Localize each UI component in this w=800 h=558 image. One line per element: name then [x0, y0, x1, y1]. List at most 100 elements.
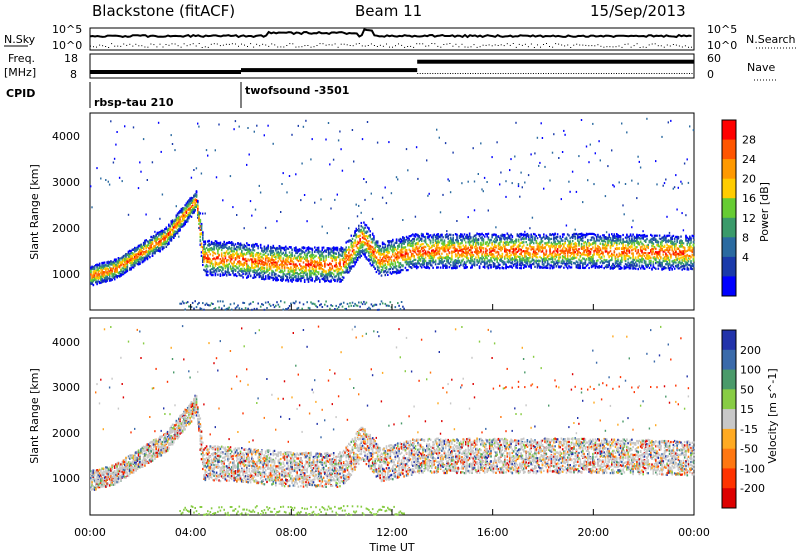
echo-cell — [397, 302, 399, 304]
echo-cell — [276, 220, 277, 222]
echo-cell — [434, 244, 436, 246]
echo-cell — [200, 219, 202, 221]
echo-cell — [94, 267, 96, 269]
echo-cell — [388, 141, 389, 143]
cpid-segment-2: twofsound -3501 — [245, 84, 349, 97]
nsearch-dot — [455, 44, 456, 45]
nsearch-dot — [304, 45, 305, 46]
freq-tick-bottom: 8 — [70, 68, 77, 81]
echo-cell — [116, 269, 118, 271]
echo-cell — [152, 161, 153, 163]
echo-cell — [322, 265, 324, 267]
nsearch-dot — [202, 47, 203, 48]
nsky-trace — [90, 30, 692, 49]
nsearch-dot — [567, 45, 568, 46]
echo-cell — [215, 149, 216, 151]
echo-cell — [420, 260, 422, 262]
echo-cell — [176, 205, 177, 207]
echo-cell — [266, 267, 268, 269]
echo-cell — [215, 274, 217, 276]
echo-cell — [295, 173, 296, 175]
echo-cell — [396, 241, 398, 243]
nsearch-dot — [643, 47, 644, 48]
echo-cell — [345, 246, 347, 248]
echo-cell — [412, 233, 413, 235]
echo-cell — [194, 209, 196, 211]
nsearch-dot — [519, 44, 520, 45]
nsearch-dot — [262, 44, 263, 45]
echo-cell — [337, 265, 339, 267]
nsearch-dot — [386, 44, 387, 45]
echo-cell — [473, 244, 475, 246]
nsearch-dot — [631, 47, 632, 48]
echo-cell — [159, 248, 161, 250]
echo-cell — [196, 196, 198, 198]
echo-cell — [352, 302, 354, 304]
echo-cell — [310, 275, 312, 277]
echo-cell — [312, 280, 314, 282]
echo-cell — [192, 302, 194, 304]
echo-cell — [104, 262, 106, 264]
echo-cell — [333, 273, 335, 275]
nave-dot — [596, 73, 597, 74]
echo-cell — [256, 308, 258, 310]
nsearch-dot — [591, 45, 592, 46]
echo-cell — [247, 308, 249, 310]
echo-cell — [382, 197, 383, 199]
echo-cell — [379, 257, 381, 259]
nsearch-dot — [495, 44, 496, 45]
echo-cell — [317, 306, 319, 308]
echo-cell — [210, 304, 212, 306]
echo-cell — [152, 255, 154, 257]
echo-cell — [303, 303, 305, 305]
echo-cell — [478, 255, 480, 257]
echo-cell — [147, 257, 149, 259]
echo-cell — [266, 250, 268, 252]
echo-cell — [397, 178, 398, 180]
nave-dot — [465, 73, 466, 74]
echo-cell — [249, 244, 251, 246]
echo-cell — [278, 260, 280, 262]
echo-cell — [252, 252, 254, 254]
echo-cell — [425, 246, 427, 248]
echo-cell — [418, 235, 420, 237]
nsearch-dot — [286, 45, 287, 46]
echo-cell — [254, 308, 256, 310]
nsearch-dot — [217, 44, 218, 45]
echo-cell — [201, 227, 203, 229]
echo-cell — [196, 306, 198, 308]
nsearch-dot — [141, 45, 142, 46]
echo-cell — [119, 177, 120, 179]
nsearch-dot — [637, 43, 638, 44]
echo-cell — [228, 307, 230, 309]
nsearch-dot — [465, 47, 466, 48]
nsearch-dot — [298, 46, 299, 47]
nsearch-dot — [271, 43, 272, 44]
echo-cell — [405, 246, 407, 248]
nsearch-dot — [244, 45, 245, 46]
echo-cell — [320, 262, 322, 264]
echo-cell — [473, 147, 474, 149]
echo-cell — [261, 247, 263, 249]
echo-cell — [163, 246, 165, 248]
nave-dot — [608, 73, 609, 74]
nsearch-dot — [658, 45, 659, 46]
echo-cell — [357, 259, 359, 261]
echo-cell — [385, 187, 386, 189]
echo-cell — [320, 303, 322, 305]
nave-dot — [616, 73, 617, 74]
nave-dot — [681, 73, 682, 74]
echo-cell — [385, 264, 387, 266]
echo-cell — [265, 275, 267, 277]
echo-cell — [174, 235, 176, 237]
nave-dot — [548, 73, 549, 74]
echo-cell — [470, 262, 472, 264]
echo-cell — [280, 211, 281, 213]
echo-cell — [417, 243, 419, 245]
echo-cell — [139, 261, 141, 263]
echo-cell — [152, 243, 154, 245]
nave-dot — [561, 73, 562, 74]
nsearch-dot — [516, 47, 517, 48]
